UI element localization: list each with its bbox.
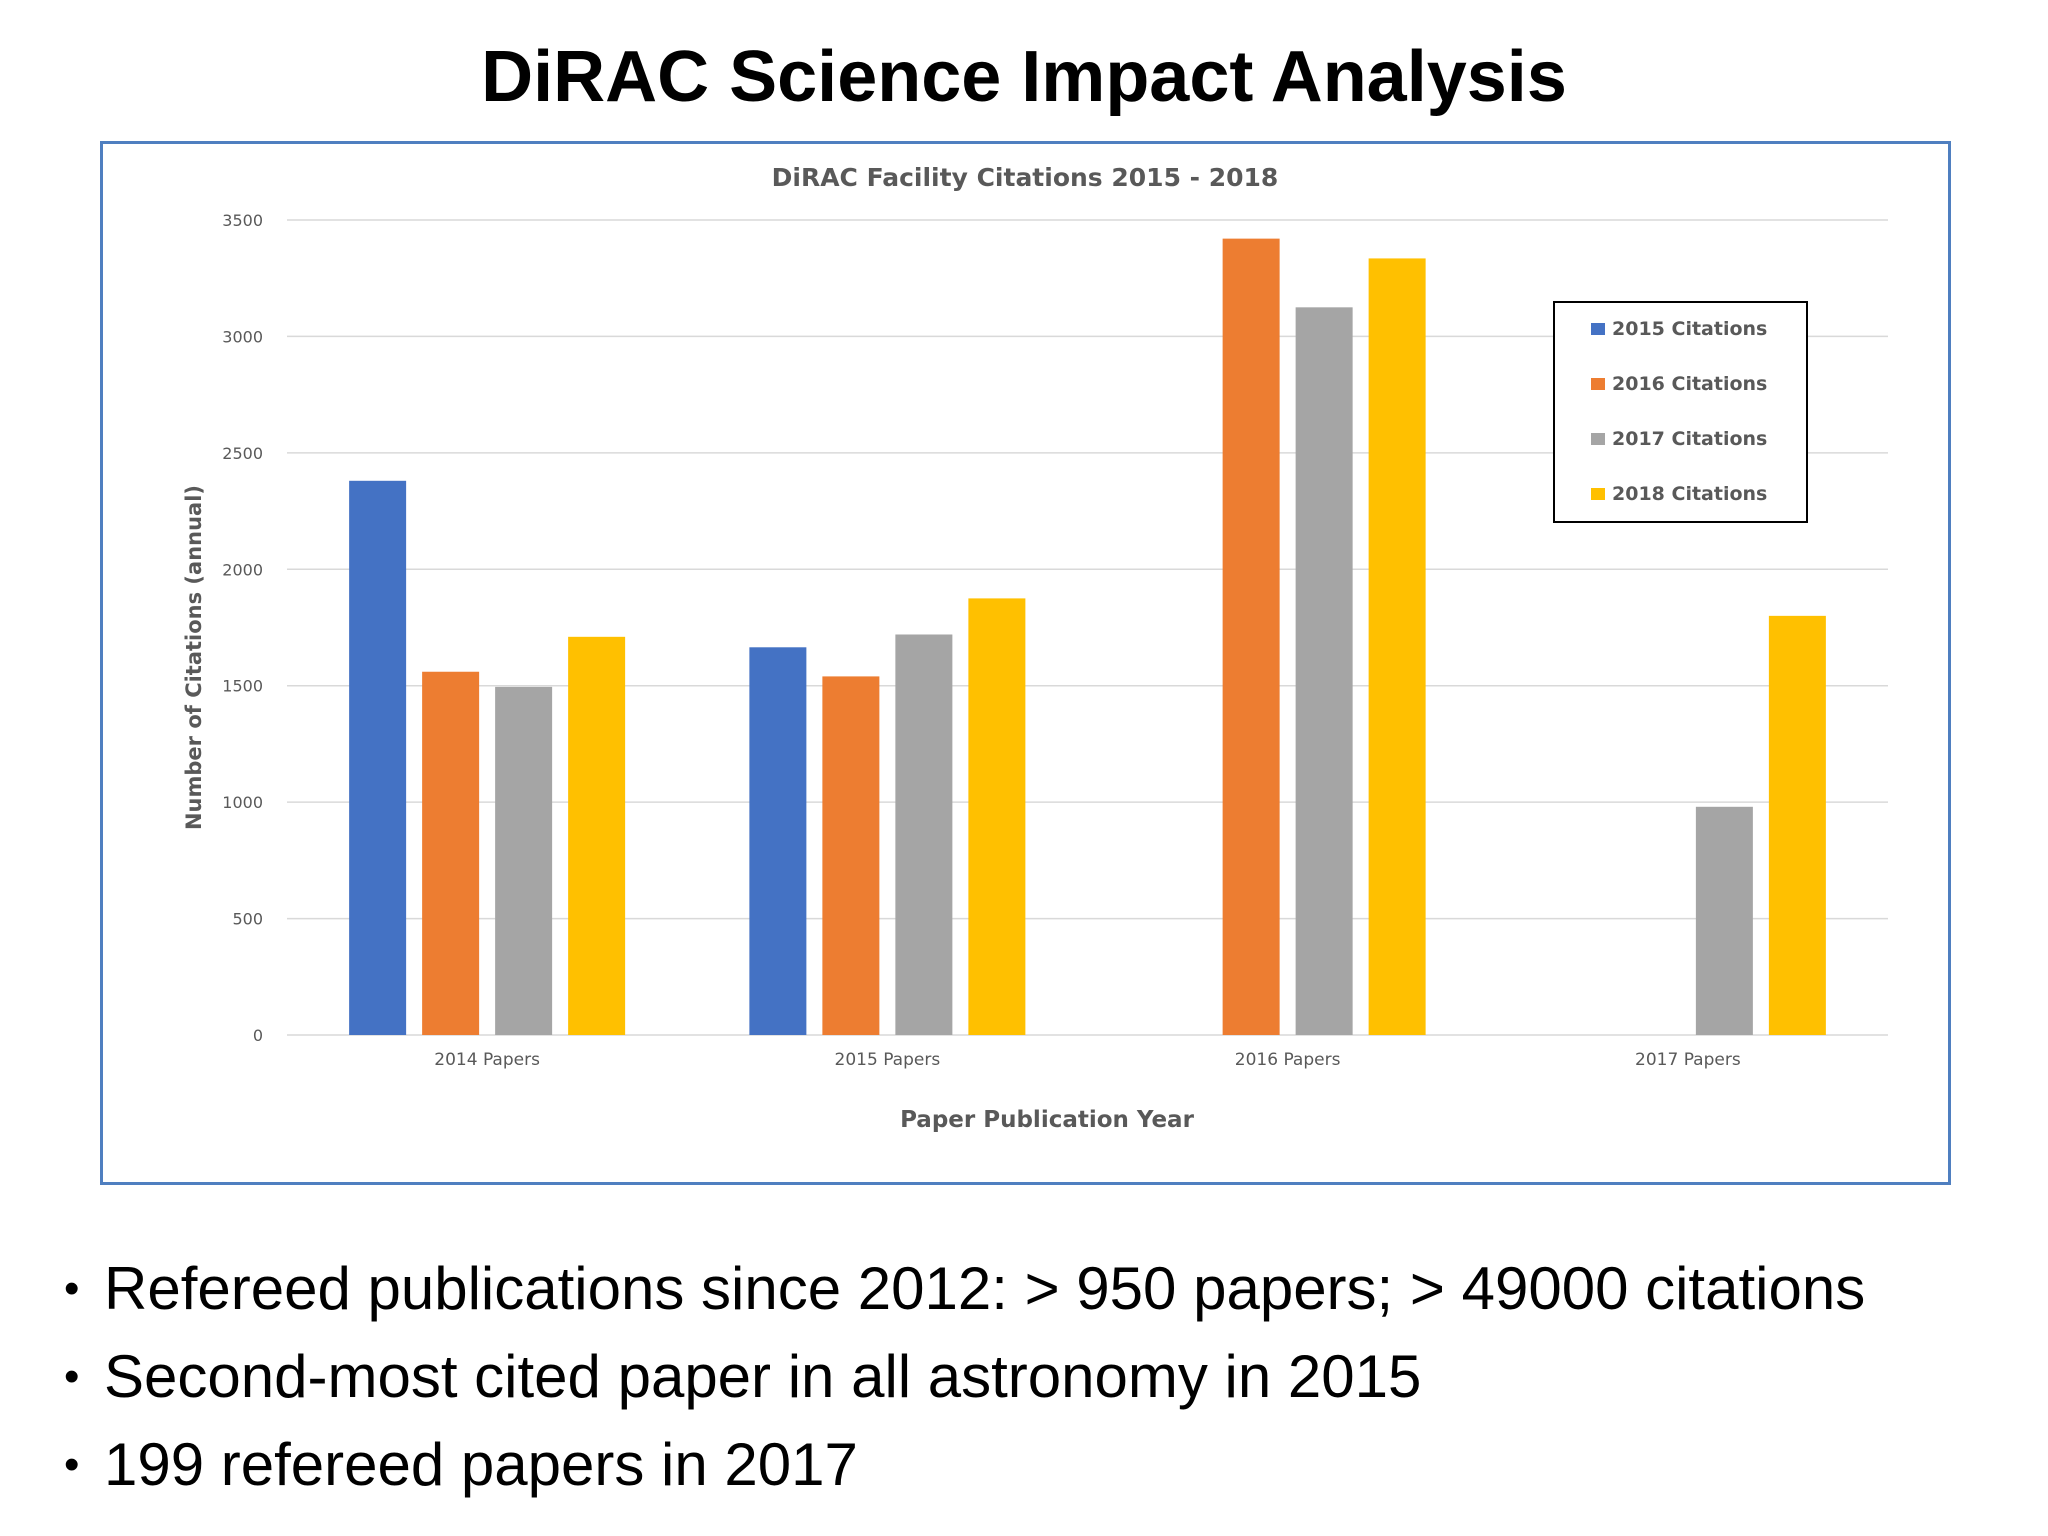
legend-swatch — [1591, 488, 1605, 500]
x-tick-label: 2015 Papers — [835, 1050, 941, 1070]
bullet-text: Second-most cited paper in all astronomy… — [104, 1343, 1422, 1410]
y-tick-label: 1000 — [222, 793, 263, 812]
slide-title: DiRAC Science Impact Analysis — [481, 37, 1567, 117]
bar-2017-citations — [1695, 806, 1753, 1035]
legend-swatch — [1591, 378, 1605, 390]
chart-frame: DiRAC Facility Citations 2015 - 2018 0 500… — [100, 141, 1951, 1185]
legend-label: 2016 Citations — [1612, 373, 1767, 395]
y-tick-label: 3000 — [222, 327, 263, 346]
x-tick-label: 2014 Papers — [434, 1050, 540, 1070]
bar-2017-citations — [895, 634, 953, 1035]
legend-swatch — [1591, 433, 1605, 445]
legend-label: 2017 Citations — [1612, 428, 1767, 450]
y-tick-label: 0 — [253, 1026, 263, 1045]
legend-swatch — [1591, 323, 1605, 335]
legend-label: 2018 Citations — [1612, 483, 1767, 505]
bar-2017-citations — [1295, 307, 1353, 1035]
bullet-dot-icon: • — [64, 1440, 80, 1489]
bullet-text: Refereed publications since 2012: > 950 … — [104, 1255, 1866, 1322]
y-axis-title: Number of Citations (annual) — [182, 485, 206, 830]
bullet-dot-icon: • — [64, 1264, 80, 1313]
y-tick-label: 1500 — [222, 677, 263, 696]
bar-2018-citations — [568, 636, 626, 1035]
citations-bar-chart: DiRAC Facility Citations 2015 - 2018 0 500… — [182, 163, 1888, 1133]
x-axis-title: Paper Publication Year — [900, 1107, 1195, 1133]
bar-2017-citations — [495, 686, 553, 1035]
bullet-text: 199 refereed papers in 2017 — [104, 1431, 858, 1498]
x-tick-label: 2016 Papers — [1235, 1050, 1341, 1070]
y-tick-label: 500 — [232, 910, 263, 929]
bullet-item: • Refereed publications since 2012: > 950… — [64, 1245, 1865, 1333]
bullet-dot-icon: • — [64, 1352, 80, 1401]
legend-label: 2015 Citations — [1612, 318, 1767, 340]
bar-2016-citations — [422, 671, 480, 1035]
bullet-item: • Second-most cited paper in all astronom… — [64, 1333, 1865, 1421]
bar-2018-citations — [968, 598, 1026, 1035]
bar-2018-citations — [1368, 258, 1426, 1036]
y-tick-label: 2000 — [222, 560, 263, 579]
bullet-item: • 199 refereed papers in 2017 — [64, 1421, 1865, 1509]
chart-title: DiRAC Facility Citations 2015 - 2018 — [772, 163, 1279, 192]
bar-2018-citations — [1768, 615, 1826, 1035]
bar-2015-citations — [349, 480, 407, 1035]
bullet-list: • Refereed publications since 2012: > 950… — [64, 1245, 1865, 1509]
y-tick-label: 3500 — [222, 211, 263, 230]
bar-2016-citations — [1222, 238, 1280, 1036]
legend-box — [1553, 301, 1808, 523]
bar-2016-citations — [822, 676, 880, 1035]
y-tick-label: 2500 — [222, 444, 263, 463]
x-tick-label: 2017 Papers — [1635, 1050, 1741, 1070]
bar-2015-citations — [749, 647, 807, 1035]
